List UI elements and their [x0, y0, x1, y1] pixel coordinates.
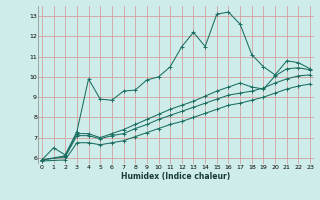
X-axis label: Humidex (Indice chaleur): Humidex (Indice chaleur) [121, 172, 231, 181]
